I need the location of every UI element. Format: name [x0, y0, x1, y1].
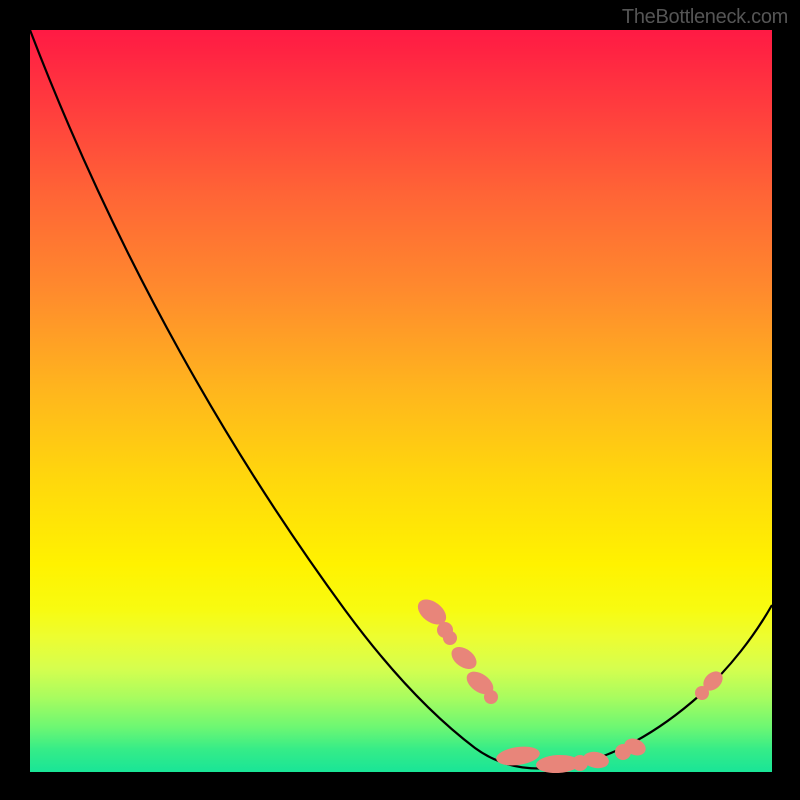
data-marker [484, 690, 498, 704]
gradient-background [30, 30, 772, 772]
chart-svg [0, 0, 800, 800]
chart-container: TheBottleneck.com [0, 0, 800, 800]
watermark-text: TheBottleneck.com [622, 6, 788, 29]
data-marker [443, 631, 457, 645]
